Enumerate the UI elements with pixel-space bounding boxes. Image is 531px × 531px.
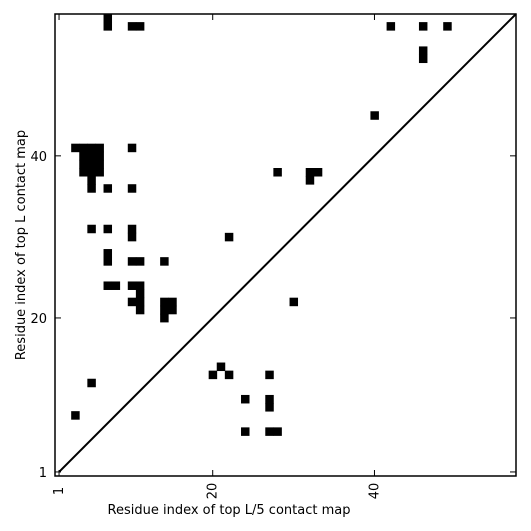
lower-contact-cell	[265, 403, 274, 412]
upper-contact-cell	[71, 143, 80, 153]
upper-contact-cell	[135, 305, 145, 315]
upper-contact-cell	[95, 159, 104, 169]
upper-contact-cell	[127, 143, 137, 153]
x-axis-label: Residue index of top L/5 contact map	[108, 503, 351, 518]
lower-contact-cells	[71, 362, 282, 436]
upper-contact-cell	[418, 46, 428, 55]
upper-contact-cell	[443, 22, 452, 31]
upper-contact-cell	[103, 257, 113, 266]
upper-contact-cell	[111, 281, 121, 290]
x-tick-label: 1	[52, 487, 67, 495]
lower-contact-cell	[216, 362, 226, 372]
upper-contact-cell	[127, 297, 137, 307]
upper-contact-cell	[289, 297, 299, 307]
y-tick-label: 40	[30, 150, 47, 165]
upper-contact-cell	[87, 159, 96, 169]
lower-contact-cell	[241, 427, 250, 436]
upper-contact-cell	[273, 168, 282, 177]
upper-contact-cell	[135, 257, 145, 266]
tick-marks	[55, 14, 516, 476]
upper-contact-cell	[87, 151, 96, 161]
upper-contact-cell	[127, 257, 137, 266]
upper-contact-cell	[95, 151, 104, 161]
upper-contact-cell	[79, 151, 88, 161]
x-tick-label: 40	[367, 483, 382, 500]
y-tick-label: 20	[30, 312, 47, 327]
upper-contact-cell	[135, 289, 145, 299]
upper-contact-cell	[224, 232, 234, 242]
upper-contact-cell	[305, 168, 315, 177]
upper-contact-cell	[103, 184, 113, 193]
upper-contact-cell	[127, 184, 137, 193]
lower-contact-cell	[265, 370, 274, 380]
upper-contact-cell	[103, 249, 113, 258]
upper-contact-cell	[160, 305, 169, 315]
upper-contact-cell	[103, 14, 113, 23]
upper-contact-cell	[168, 305, 177, 315]
diagonal-line	[58, 13, 517, 473]
upper-contact-cell	[168, 297, 177, 307]
upper-contact-cell	[135, 297, 145, 307]
upper-contact-cell	[313, 168, 323, 177]
upper-contact-cells	[71, 14, 452, 323]
y-axis-label: Residue index of top L contact map	[14, 130, 29, 360]
lower-contact-cell	[71, 411, 80, 420]
lower-contact-cell	[241, 394, 250, 404]
upper-contact-cell	[79, 143, 88, 153]
upper-contact-cell	[87, 143, 96, 153]
x-tick-label: 20	[206, 483, 221, 500]
upper-contact-cell	[160, 297, 169, 307]
upper-contact-cell	[87, 176, 96, 185]
upper-contact-cell	[127, 22, 137, 31]
lower-contact-cell	[208, 370, 218, 380]
upper-contact-cell	[79, 159, 88, 169]
upper-contact-cell	[127, 281, 137, 290]
upper-contact-cell	[418, 22, 428, 31]
upper-contact-cell	[135, 22, 145, 31]
upper-contact-cell	[103, 281, 113, 290]
upper-contact-cell	[160, 313, 169, 323]
upper-contact-cell	[87, 184, 96, 193]
tick-labels: 1 20 40 1 20 40	[30, 150, 382, 499]
upper-contact-cell	[386, 22, 396, 31]
lower-contact-cell	[224, 370, 234, 380]
upper-contact-cell	[95, 143, 104, 153]
lower-contact-cell	[87, 378, 96, 388]
upper-contact-cell	[87, 168, 96, 177]
upper-contact-cell	[418, 54, 428, 64]
upper-contact-cell	[305, 176, 315, 185]
upper-contact-cell	[127, 232, 137, 242]
lower-contact-cell	[265, 427, 274, 436]
upper-contact-cell	[95, 168, 104, 177]
upper-contact-cell	[127, 224, 137, 234]
lower-contact-cell	[273, 427, 282, 436]
upper-contact-cell	[87, 224, 96, 234]
upper-contact-cell	[160, 257, 169, 266]
lower-contact-cell	[265, 394, 274, 404]
upper-contact-cell	[79, 168, 88, 177]
upper-contact-cell	[135, 281, 145, 290]
upper-contact-cell	[103, 22, 113, 31]
upper-contact-cell	[103, 224, 113, 234]
y-tick-label: 1	[39, 466, 47, 481]
upper-contact-cell	[370, 111, 379, 120]
plot-frame	[54, 13, 517, 477]
